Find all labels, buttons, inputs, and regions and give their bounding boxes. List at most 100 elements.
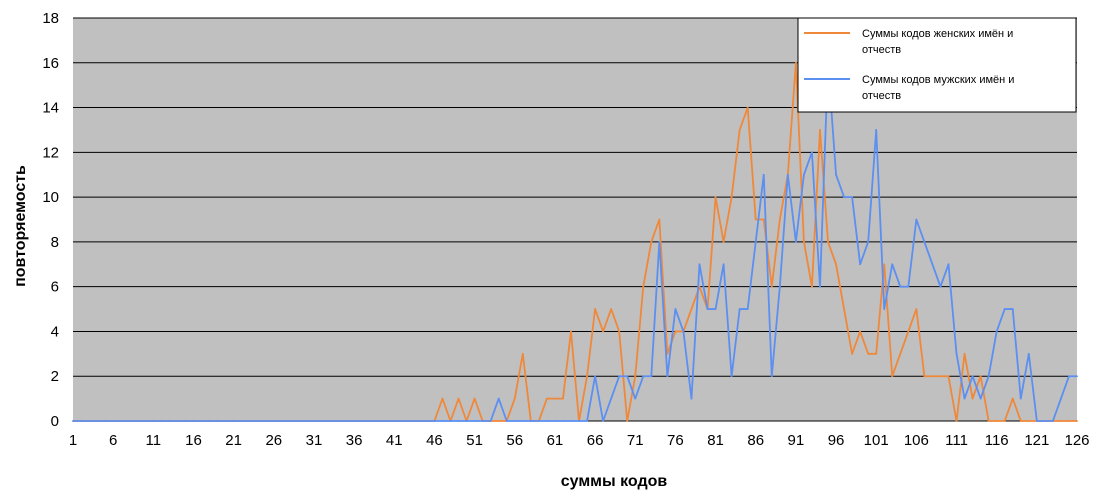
x-tick-label: 16 [185,432,202,449]
y-tick-label: 14 [42,100,59,117]
data-point [489,420,492,422]
data-point [433,420,436,422]
data-point [899,285,902,288]
data-point [545,420,548,422]
data-point [497,397,500,400]
data-point [738,308,741,310]
data-point [730,375,733,378]
data-point [626,420,629,422]
data-point [786,173,789,176]
data-point [738,129,741,131]
data-point [634,375,637,378]
data-point [666,375,669,378]
data-point [192,420,195,422]
data-point [449,420,452,422]
data-point [160,420,163,422]
data-point [1003,308,1006,310]
data-point [642,375,645,378]
x-tick-label: 106 [904,432,929,449]
data-point [963,397,966,400]
data-point [947,375,950,378]
data-point [770,285,773,288]
data-point [529,420,532,422]
legend-label-female: Суммы кодов женских имён и отчеств [862,28,1016,56]
data-point [851,352,854,355]
data-point [248,420,251,422]
x-tick-label: 36 [346,432,363,449]
data-point [1003,420,1006,422]
data-point [128,420,131,422]
data-point [722,240,725,243]
data-point [586,375,588,378]
data-point [321,420,323,422]
data-point [521,352,524,355]
data-point [803,173,805,176]
data-point [947,263,950,266]
x-tick-label: 86 [747,432,764,449]
data-point [602,330,605,333]
data-point [537,420,540,422]
data-point [794,240,797,243]
data-point [778,285,781,288]
data-point [754,218,757,221]
data-point [979,375,982,378]
x-tick-label: 51 [466,432,483,449]
data-point [417,420,420,422]
data-point [875,129,878,131]
data-point [425,420,428,422]
data-point [264,420,267,422]
data-point [497,420,500,422]
data-point [594,375,596,378]
data-point [923,375,926,378]
data-point [682,330,685,333]
data-point [618,330,621,333]
data-point [851,196,854,199]
data-point [208,420,211,422]
data-point [907,285,910,288]
data-point [843,196,845,199]
data-point [224,420,227,422]
data-point [971,375,974,378]
data-point [200,420,203,422]
x-tick-label: 41 [386,432,403,449]
data-point [939,375,942,378]
data-point [513,420,516,422]
x-tick-label: 21 [225,432,242,449]
data-point [963,352,966,355]
data-point [554,420,556,422]
y-tick-label: 16 [42,55,59,72]
data-point [353,420,356,422]
data-point [345,420,347,422]
data-point [337,420,339,422]
data-point [690,397,693,400]
data-point [409,420,412,422]
x-tick-label: 61 [547,432,564,449]
data-point [971,397,974,400]
data-point [634,397,637,400]
data-point [570,330,572,333]
data-point [562,397,564,400]
data-point [610,308,613,310]
x-tick-label: 126 [1064,432,1089,449]
data-point [441,397,444,400]
data-point [401,420,404,422]
data-point [658,240,661,243]
data-point [1027,420,1030,422]
data-point [931,375,934,378]
data-point [698,263,701,266]
data-point [602,420,605,422]
data-point [650,375,653,378]
y-tick-label: 6 [51,279,59,296]
data-point [152,420,155,422]
data-point [899,352,902,355]
x-tick-label: 26 [265,432,282,449]
data-point [706,308,709,310]
data-point [393,420,396,422]
x-tick-label: 111 [945,432,968,449]
data-point [915,308,918,310]
data-point [305,420,307,422]
data-point [481,420,484,422]
data-point [144,420,147,422]
x-tick-label: 1 [69,432,77,449]
